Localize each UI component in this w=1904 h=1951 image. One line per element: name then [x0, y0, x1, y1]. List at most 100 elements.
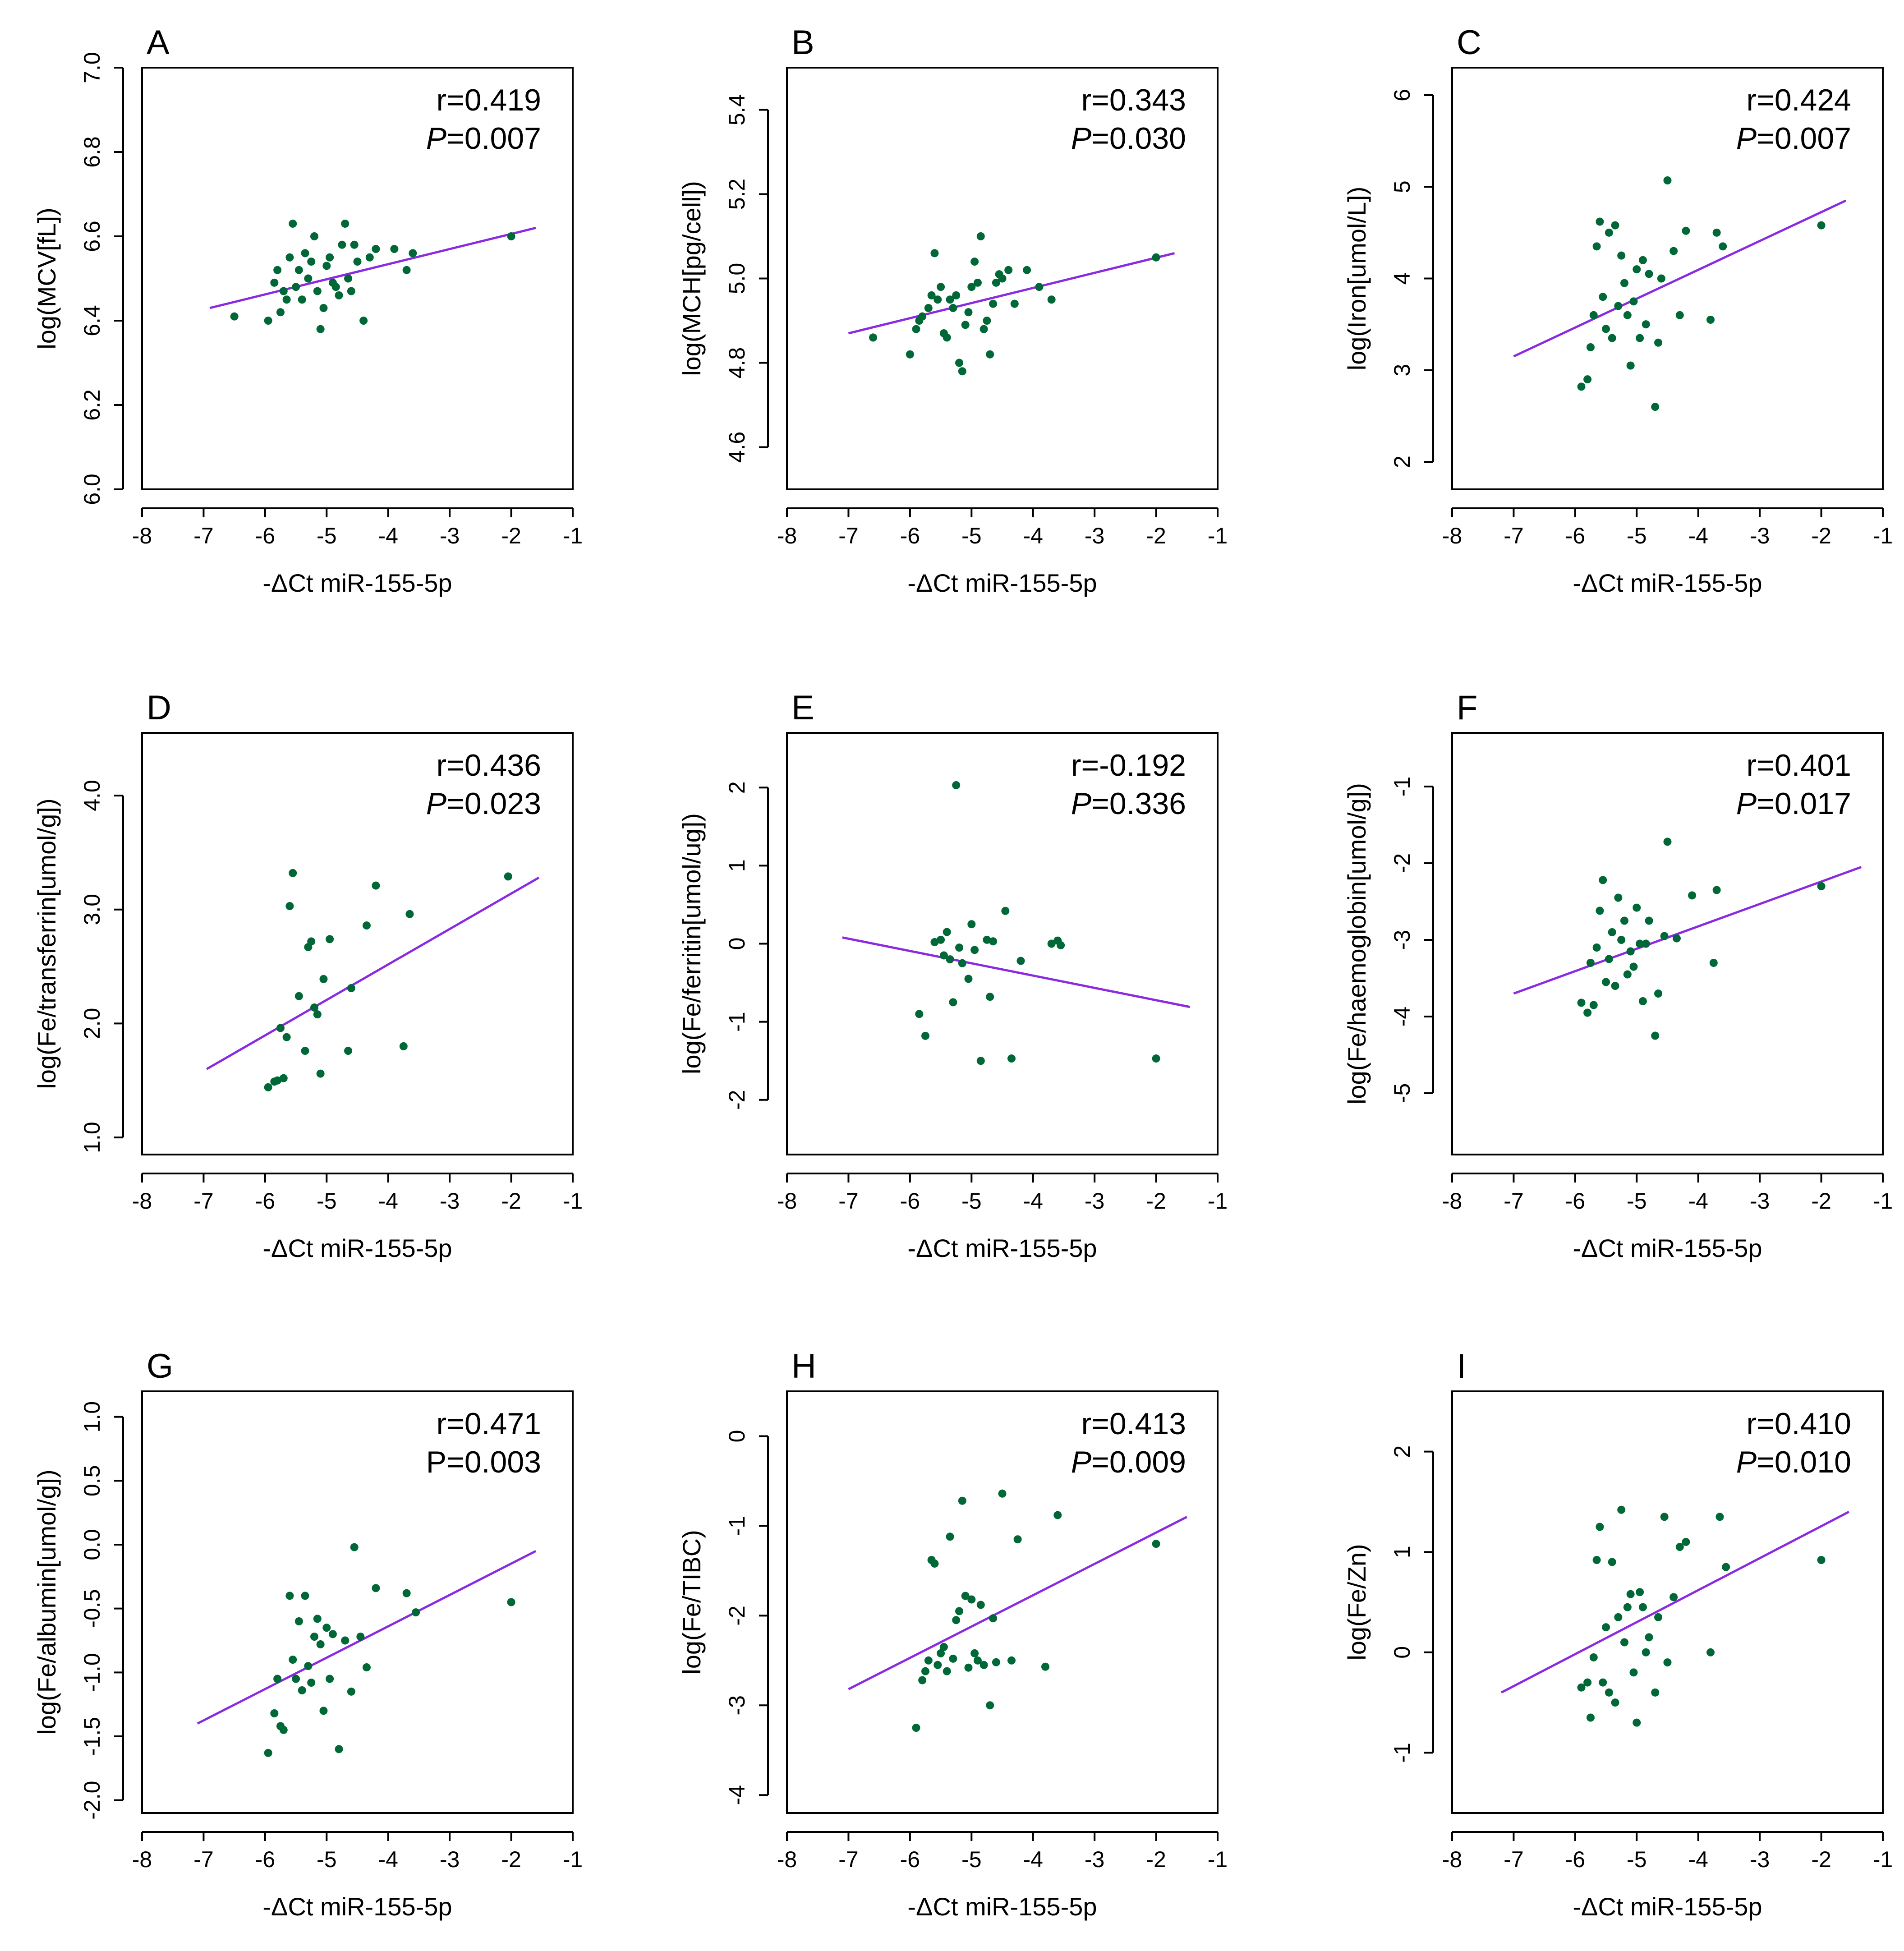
x-tick-label: -6 — [1565, 1847, 1585, 1872]
p-value: P=0.010 — [1736, 1445, 1851, 1479]
data-point — [989, 937, 998, 946]
data-point — [350, 240, 359, 249]
data-point — [1611, 982, 1619, 990]
data-point — [1638, 997, 1647, 1005]
data-point — [310, 1003, 318, 1012]
x-tick-label: -7 — [1504, 1188, 1523, 1214]
data-point — [986, 993, 994, 1001]
p-value-number: =0.023 — [446, 787, 541, 821]
data-point — [1589, 1001, 1598, 1009]
data-point — [372, 245, 380, 253]
data-point — [1583, 1008, 1592, 1017]
x-tick-label: -8 — [1442, 1188, 1462, 1214]
panel-d: D -8 -7 -6 -5 -4 -3 -2 -1 -ΔCt miR-155-5p 1.0 2.0 3.… — [32, 689, 583, 1262]
data-point — [937, 283, 945, 291]
x-tick-label: -6 — [1565, 523, 1585, 548]
x-tick-label: -2 — [501, 523, 521, 548]
data-point — [319, 304, 328, 312]
y-axis-label: log(Fe/haemoglobin[umol/g]) — [1343, 783, 1371, 1104]
p-value-label: P — [1736, 787, 1757, 821]
x-tick-label: -1 — [1208, 1188, 1228, 1214]
y-tick-label: -1 — [1389, 777, 1415, 796]
y-tick-label: 1.0 — [79, 1401, 105, 1433]
x-tick-label: -7 — [838, 523, 858, 548]
data-point — [307, 937, 316, 946]
data-point — [341, 1636, 350, 1645]
y-tick-label: -0.5 — [79, 1589, 105, 1628]
data-point — [1654, 989, 1663, 998]
correlation-r: r=-0.192 — [1071, 748, 1186, 782]
y-tick-label: 1.0 — [79, 1122, 105, 1153]
data-point — [344, 274, 353, 283]
data-point — [1614, 302, 1623, 310]
data-point — [1614, 1613, 1623, 1621]
x-tick-label: -4 — [1023, 1847, 1043, 1872]
data-point — [319, 975, 328, 983]
y-tick-label: -1.5 — [79, 1717, 105, 1756]
p-value: P=0.007 — [426, 121, 541, 156]
p-value-label: P — [426, 1445, 446, 1479]
data-point — [976, 232, 985, 240]
p-value: P=0.009 — [1071, 1445, 1186, 1479]
x-tick-label: -3 — [1750, 1847, 1770, 1872]
data-point — [906, 350, 914, 359]
data-point — [301, 1047, 309, 1055]
data-point — [1013, 1535, 1022, 1544]
x-tick-label: -8 — [777, 1847, 797, 1872]
y-tick-label: 0 — [724, 938, 750, 950]
regression-line — [1513, 199, 1847, 358]
x-tick-label: -5 — [317, 523, 336, 548]
data-point — [1715, 1513, 1724, 1521]
x-tick-label: -5 — [317, 1847, 336, 1872]
x-axis-label: -ΔCt miR-155-5p — [1573, 1234, 1762, 1262]
data-point — [1617, 251, 1626, 260]
y-tick-label: 0.0 — [79, 1529, 105, 1560]
x-tick-label: -5 — [961, 1188, 981, 1214]
data-point — [507, 1598, 515, 1606]
panel-letter-g: G — [147, 1347, 173, 1385]
data-point — [1817, 1556, 1826, 1564]
data-point — [1669, 247, 1678, 255]
data-point — [409, 249, 417, 258]
data-point — [1654, 1613, 1663, 1621]
data-point — [301, 249, 309, 258]
panel-a: A -8 -7 -6 -5 -4 -3 -2 -1 -ΔCt miR-155-5p 6.0 6.2 6.… — [32, 23, 583, 597]
data-point — [1623, 311, 1632, 319]
plot-frame — [786, 1390, 1219, 1814]
data-point — [989, 1614, 998, 1623]
correlation-r: r=0.419 — [436, 83, 541, 117]
regression-line — [197, 1550, 537, 1725]
data-point — [313, 1010, 322, 1019]
panel-g: G -8 -7 -6 -5 -4 -3 -2 -1 -ΔCt miR-155-5p -2.0 -1.5… — [32, 1347, 583, 1921]
data-point — [276, 1024, 285, 1032]
data-point — [298, 295, 306, 304]
data-point — [1645, 1633, 1653, 1642]
data-point — [1636, 939, 1644, 948]
y-tick-label: 0.5 — [79, 1465, 105, 1497]
x-tick-label: -3 — [440, 1188, 460, 1214]
data-point — [1041, 1662, 1049, 1671]
p-value-label: P — [426, 787, 446, 821]
data-point — [1626, 947, 1635, 956]
data-point — [1657, 274, 1665, 283]
x-tick-label: -2 — [1811, 1188, 1831, 1214]
y-tick-label: 1 — [1389, 1546, 1415, 1558]
plot-frame — [786, 732, 1219, 1155]
data-point — [869, 333, 877, 342]
data-point — [1617, 1505, 1626, 1514]
p-value-label: P — [1736, 1445, 1757, 1479]
data-point — [372, 881, 380, 890]
panel-letter-h: H — [791, 1347, 816, 1385]
y-tick-label: 2 — [1389, 1445, 1415, 1458]
y-tick-label: -2 — [724, 1090, 750, 1110]
data-point — [967, 920, 976, 929]
data-point — [1654, 338, 1663, 347]
data-point — [285, 902, 294, 911]
y-tick-label: 5.4 — [724, 94, 750, 126]
data-point — [1623, 1603, 1632, 1611]
data-point — [289, 219, 297, 228]
data-point — [1620, 1638, 1628, 1647]
x-tick-label: -2 — [1146, 523, 1166, 548]
data-point — [1620, 916, 1628, 925]
